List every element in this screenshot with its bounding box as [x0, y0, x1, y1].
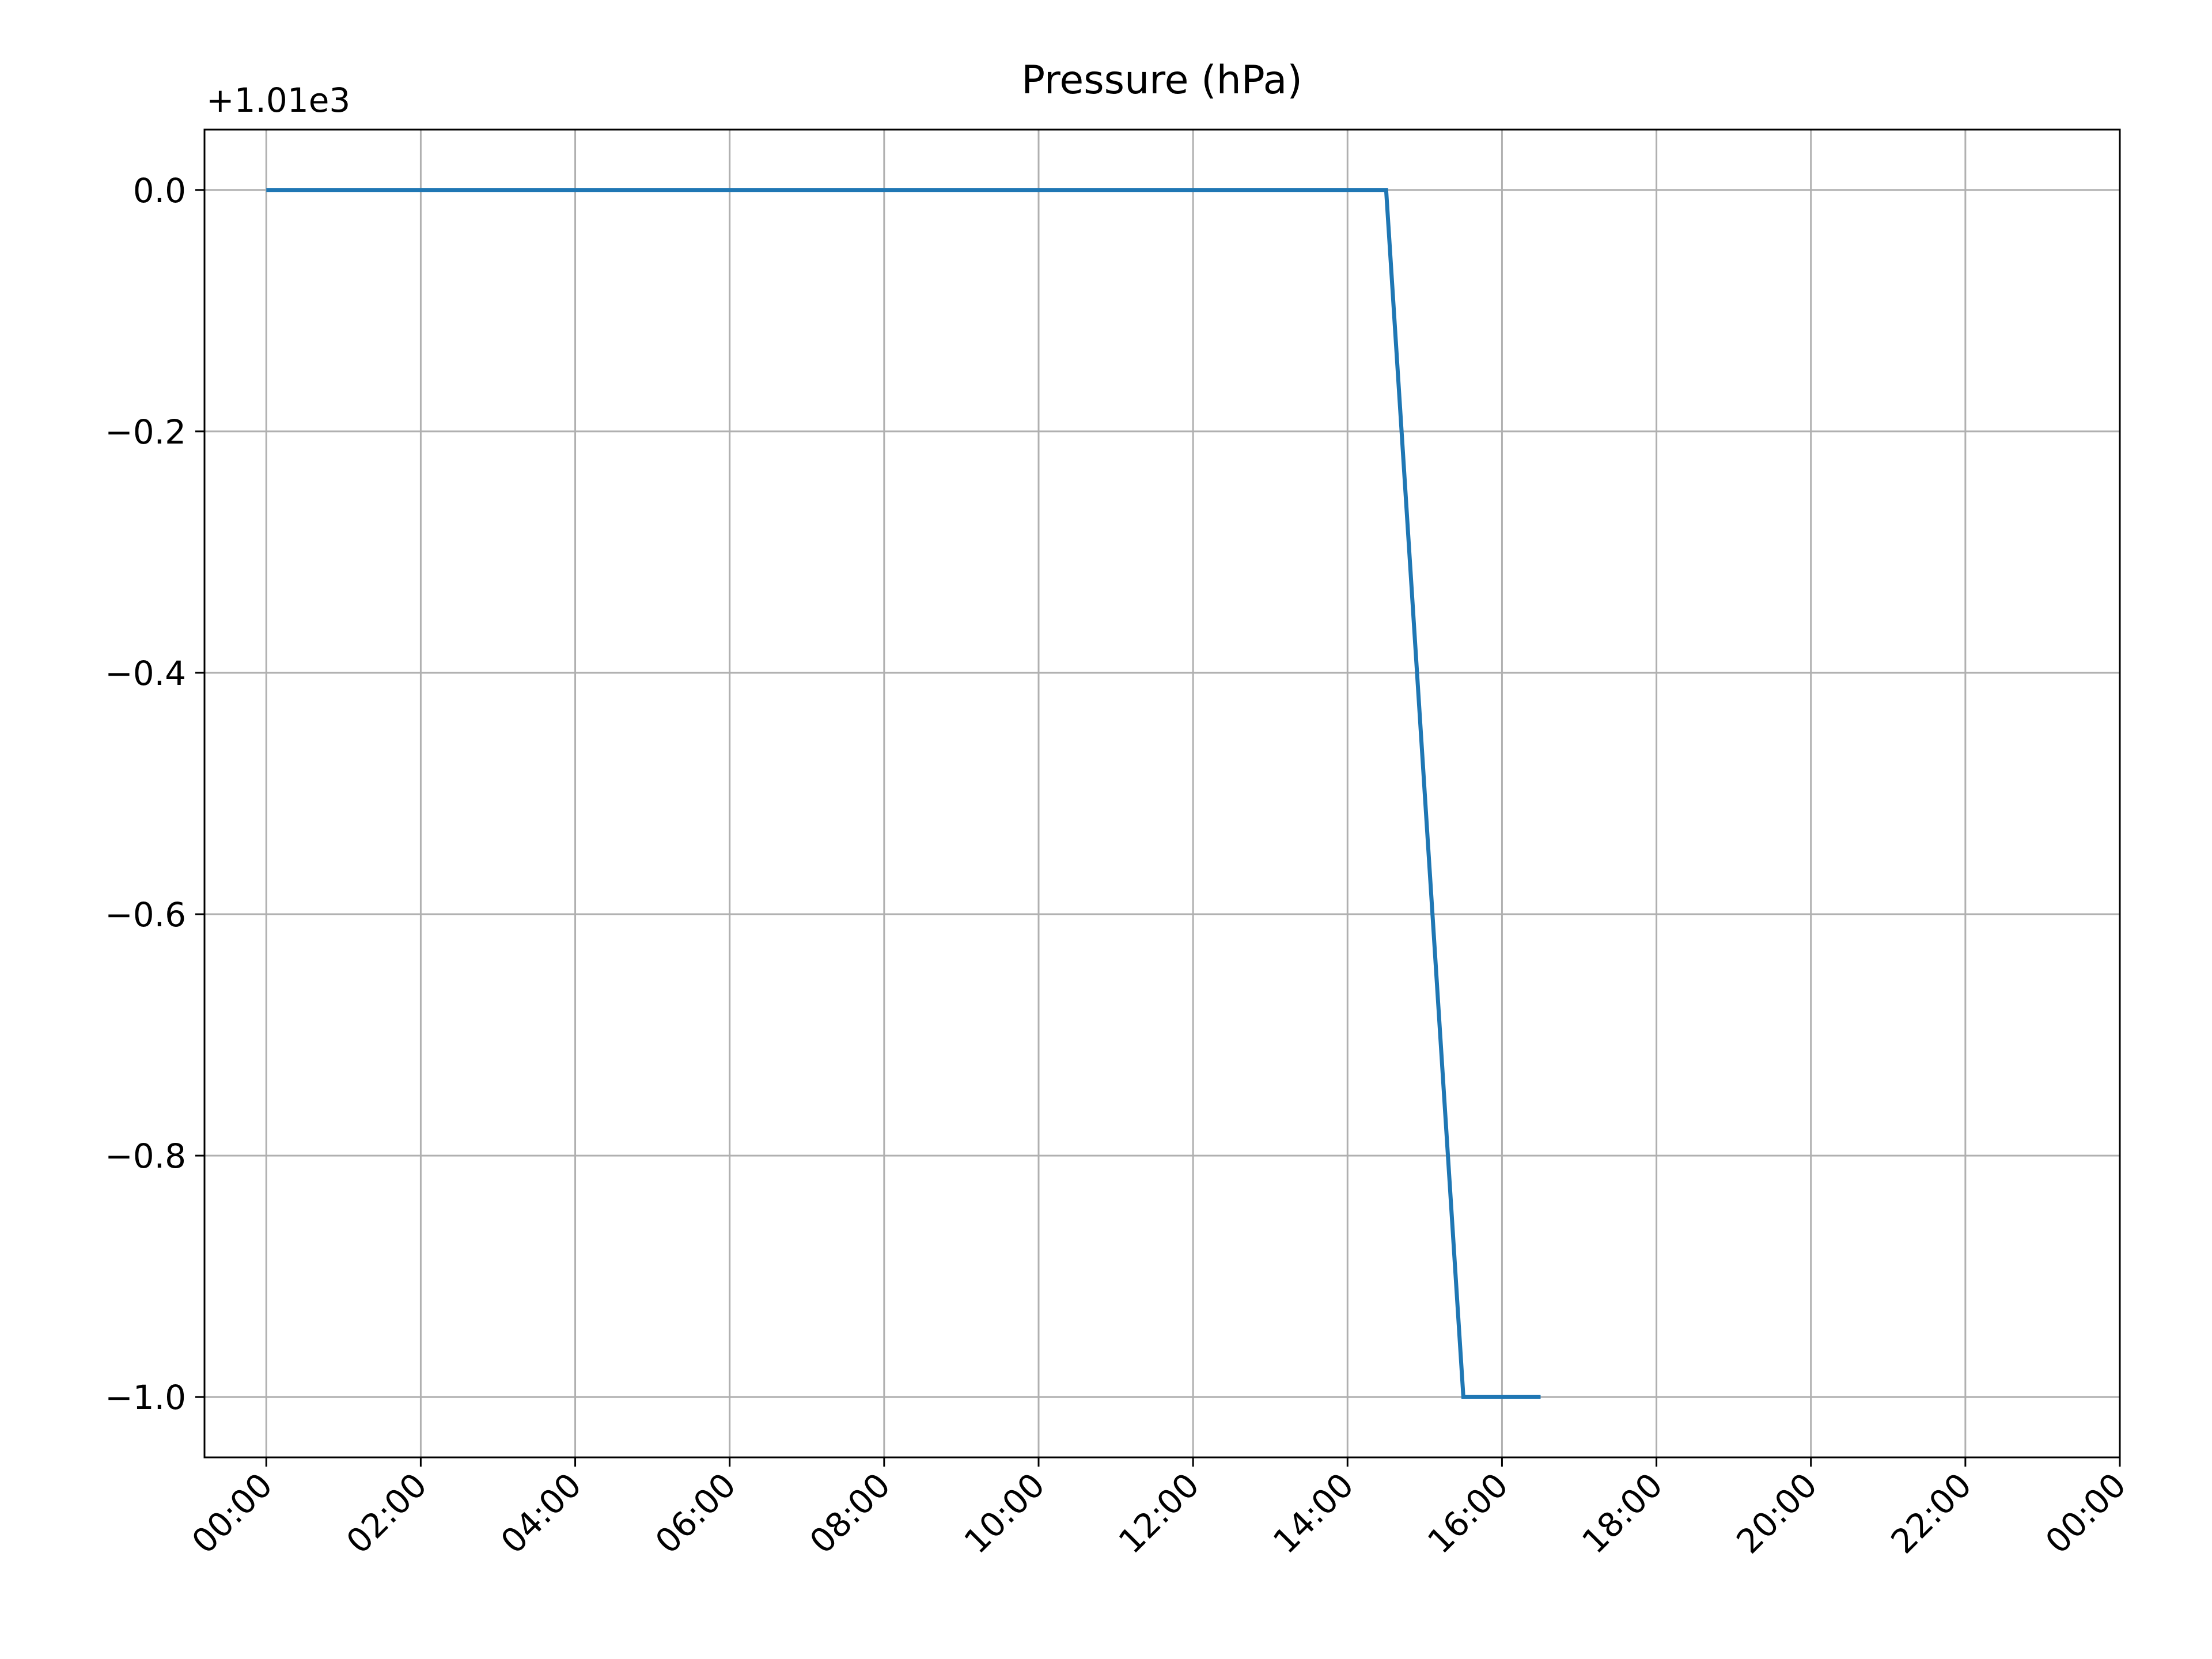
pressure-line [266, 188, 1541, 1399]
y-tick-label: −1.0 [105, 1378, 186, 1417]
grid-lines [204, 130, 2121, 1457]
plot-frame [203, 128, 2121, 1459]
y-tick-label: −0.6 [105, 895, 186, 934]
series-group [266, 188, 1541, 1399]
y-tick-label: −0.2 [105, 412, 186, 452]
y-tick-label: −0.4 [105, 654, 186, 693]
y-offset-label: +1.01e3 [206, 81, 350, 120]
y-axis: 0.0 −0.2 −0.4 −0.6 −0.8 −1.0 [105, 171, 204, 1417]
chart-title: Pressure (hPa) [1021, 58, 1302, 103]
y-tick-label: 0.0 [133, 171, 186, 210]
y-tick-label: −0.8 [105, 1137, 186, 1176]
